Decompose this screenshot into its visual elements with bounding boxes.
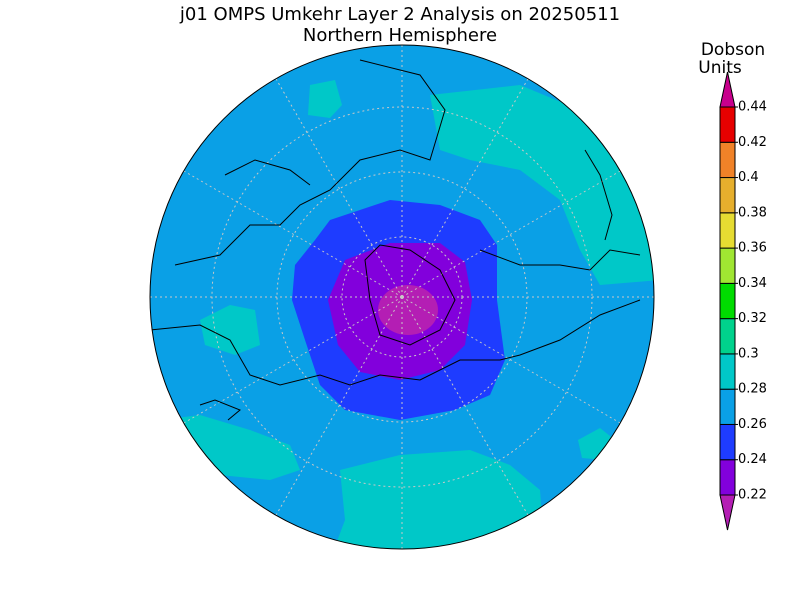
coastline [150, 299, 641, 386]
colorbar-band [719, 459, 736, 496]
colorbar-band [719, 106, 736, 143]
field-region [308, 80, 342, 118]
graticule [401, 296, 533, 523]
graticule [271, 71, 403, 298]
coastline [224, 159, 311, 186]
colorbar-tick-label: 0.24 [738, 452, 767, 467]
colorbar-band [719, 388, 736, 425]
colorbar-tick-label: 0.26 [738, 417, 767, 432]
colorbar-band [719, 353, 736, 390]
graticule [176, 166, 403, 298]
colorbar-label: Units [698, 58, 742, 78]
colorbar-band [719, 212, 736, 249]
field-region [200, 305, 260, 355]
colorbar-tick-label: 0.34 [738, 276, 767, 291]
coastline [479, 249, 641, 271]
colorbar-tick-label: 0.44 [738, 100, 767, 115]
colorbar-label: Dobson [701, 40, 765, 60]
coastline [364, 244, 456, 346]
graticule [176, 296, 403, 428]
colorbar-tick-label: 0.22 [738, 488, 767, 503]
colorbar-tick-label: 0.42 [738, 135, 767, 150]
colorbar-tick-label: 0.28 [738, 382, 767, 397]
colorbar-tick-label: 0.3 [738, 346, 759, 361]
coastline [199, 399, 241, 421]
graticule [401, 166, 628, 298]
colorbar-tick-label: 0.38 [738, 205, 767, 220]
graticule [401, 296, 628, 428]
coastline [584, 149, 613, 241]
subtitle: Northern Hemisphere [303, 25, 497, 46]
field-region [378, 285, 438, 335]
colorbar-extension [719, 71, 736, 108]
colorbar-band [719, 247, 736, 284]
colorbar-band [719, 141, 736, 179]
colorbar-band [719, 177, 736, 214]
colorbar-tick-label: 0.4 [738, 170, 759, 185]
colorbar-band [719, 282, 736, 320]
map-border [149, 44, 655, 550]
colorbar: 0.22 0.24 0.26 0.28 0.3 0.32 0.34 0.36 0.38 0.4 0.… [719, 71, 767, 531]
colorbar-band [719, 423, 736, 461]
graticule [401, 71, 533, 298]
coastline [174, 59, 446, 266]
graticule [271, 296, 403, 523]
colorbar-tick-label: 0.32 [738, 311, 767, 326]
colorbar-band [719, 318, 736, 355]
colorbar-tick-label: 0.36 [738, 241, 767, 256]
title: j01 OMPS Umkehr Layer 2 Analysis on 2025… [179, 4, 620, 25]
